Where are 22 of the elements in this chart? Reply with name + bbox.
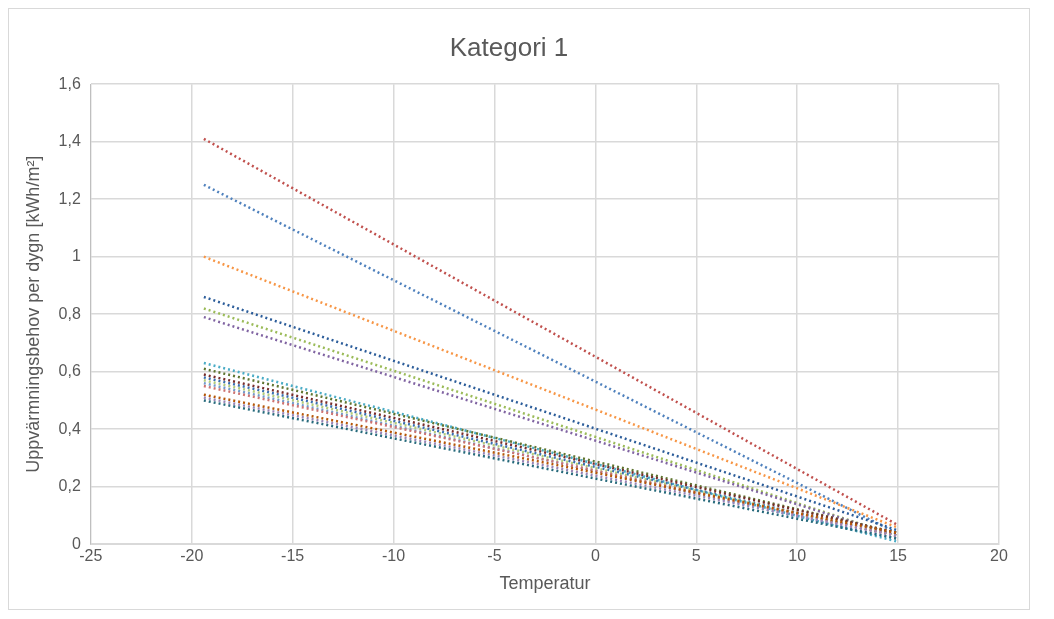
x-tick-label: 10	[788, 547, 807, 565]
y-tick-label: 1,4	[58, 132, 81, 150]
chart-title: Kategori 1	[449, 31, 569, 62]
y-tick-label: 1,2	[58, 189, 81, 207]
y-tick-label: 0,4	[58, 419, 81, 437]
x-axis-title: Temperatur	[499, 573, 591, 594]
x-tick-label: -5	[487, 547, 502, 565]
x-tick-label: -10	[382, 547, 406, 565]
y-axis-title: Uppvärmningsbehov per dygn [kWh/m²]	[22, 155, 43, 473]
y-tick-label: 1	[71, 247, 81, 265]
x-tick-label: -25	[79, 547, 103, 565]
y-tick-label: 0,8	[58, 304, 81, 322]
x-tick-label: 0	[590, 547, 600, 565]
x-tick-label: -15	[281, 547, 305, 565]
x-tick-label: -20	[180, 547, 204, 565]
x-tick-label: 15	[889, 547, 908, 565]
y-tick-label: 1,6	[58, 74, 81, 92]
y-tick-label: 0,6	[58, 362, 81, 380]
x-tick-label: 5	[691, 547, 701, 565]
x-tick-label: 20	[990, 547, 1008, 565]
y-tick-label: 0	[71, 534, 81, 552]
y-tick-label: 0,2	[58, 477, 81, 495]
